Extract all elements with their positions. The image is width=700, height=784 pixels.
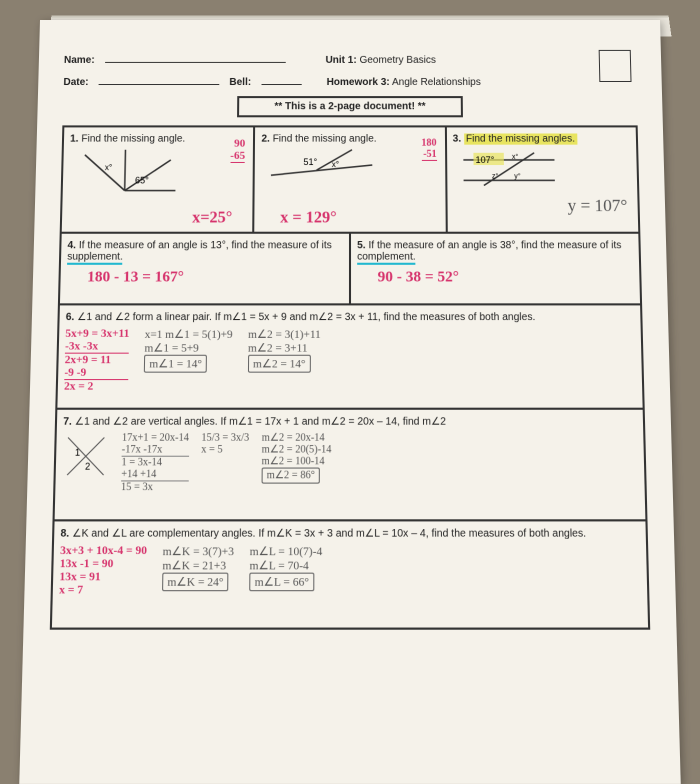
q8-work-mid: m∠K = 3(7)+3 m∠K = 21+3 m∠K = 24° — [162, 544, 234, 596]
svg-text:1: 1 — [75, 447, 80, 458]
q2-answer: x = 129° — [280, 209, 337, 228]
name-blank — [105, 50, 286, 63]
q1-answer: x=25° — [192, 209, 232, 228]
q3-answer: y = 107° — [567, 196, 627, 217]
svg-text:107°: 107° — [475, 155, 494, 165]
q6-work-left: 5x+9 = 3x+11 -3x -3x 2x+9 = 11 -9 -9 2x … — [64, 327, 129, 392]
cell-q1: 1. Find the missing angle. 65° x° 90 -65… — [61, 126, 255, 232]
q7-work-mid: 15/3 = 3x/3 x = 5 — [201, 432, 250, 493]
cell-q6: 6. ∠1 and ∠2 form a linear pair. If m∠1 … — [56, 304, 643, 408]
bell-label: Bell: — [229, 77, 251, 88]
svg-text:y°: y° — [514, 172, 521, 180]
svg-text:x°: x° — [105, 163, 112, 172]
row-q4-q5: 4. If the measure of an angle is 13°, fi… — [59, 233, 641, 305]
q6-work-right: m∠2 = 3(1)+11 m∠2 = 3+11 m∠2 = 14° — [248, 327, 321, 392]
svg-text:x°: x° — [512, 153, 519, 161]
q6-work-mid: x=1 m∠1 = 5(1)+9 m∠1 = 5+9 m∠1 = 14° — [144, 327, 233, 392]
hw-label: Homework 3: Angle Relationships — [327, 77, 481, 88]
cell-q3: 3. Find the missing angles. 107° x° z° y… — [446, 126, 640, 232]
q8-work-left: 3x+3 + 10x-4 = 90 13x -1 = 90 13x = 91 x… — [59, 544, 147, 596]
unit-label: Unit 1: Geometry Basics — [325, 55, 435, 66]
cell-q7: 7. ∠1 and ∠2 are vertical angles. If m∠1… — [54, 409, 647, 521]
cell-q8: 8. ∠K and ∠L are complementary angles. I… — [51, 520, 649, 628]
bell-blank — [261, 72, 301, 85]
q8-work-right: m∠L = 10(7)-4 m∠L = 70-4 m∠L = 66° — [249, 544, 322, 596]
q4-answer: 180 - 13 = 167° — [87, 269, 343, 287]
cell-q5: 5. If the measure of an angle is 38°, fi… — [350, 233, 641, 305]
name-label: Name: — [64, 55, 95, 66]
cell-q2: 2. Find the missing angle. 51° x° 180 -5… — [254, 126, 447, 232]
cell-q4: 4. If the measure of an angle is 13°, fi… — [59, 233, 350, 305]
svg-text:51°: 51° — [304, 157, 318, 167]
q2-diagram: 51° x° — [261, 145, 383, 191]
q5-answer: 90 - 38 = 52° — [378, 269, 634, 287]
date-label: Date: — [63, 77, 88, 88]
score-box — [599, 50, 632, 82]
svg-text:z°: z° — [492, 172, 499, 180]
header-row-1: Name: Unit 1: Geometry Basics — [64, 50, 636, 66]
question-grid: 1. Find the missing angle. 65° x° 90 -65… — [50, 125, 650, 629]
svg-text:x°: x° — [332, 160, 339, 169]
q7-work-left: 17x+1 = 20x-14 -17x -17x 1 = 3x-14 +14 +… — [121, 432, 189, 493]
svg-text:65°: 65° — [135, 175, 149, 185]
q7-work-right: m∠2 = 20x-14 m∠2 = 20(5)-14 m∠2 = 100-14… — [261, 432, 331, 493]
svg-text:2: 2 — [85, 461, 90, 472]
date-blank — [99, 72, 220, 85]
worksheet-page: Name: Unit 1: Geometry Basics Date: Bell… — [19, 20, 680, 784]
row-q1-q3: 1. Find the missing angle. 65° x° 90 -65… — [61, 126, 640, 232]
two-page-notice: ** This is a 2-page document! ** — [237, 96, 463, 117]
q1-diagram: 65° x° — [69, 145, 182, 201]
q7-diagram: 1 2 — [62, 432, 110, 480]
q3-diagram: 107° x° z° y° — [453, 145, 565, 191]
header-row-2: Date: Bell: Homework 3: Angle Relationsh… — [63, 72, 636, 88]
